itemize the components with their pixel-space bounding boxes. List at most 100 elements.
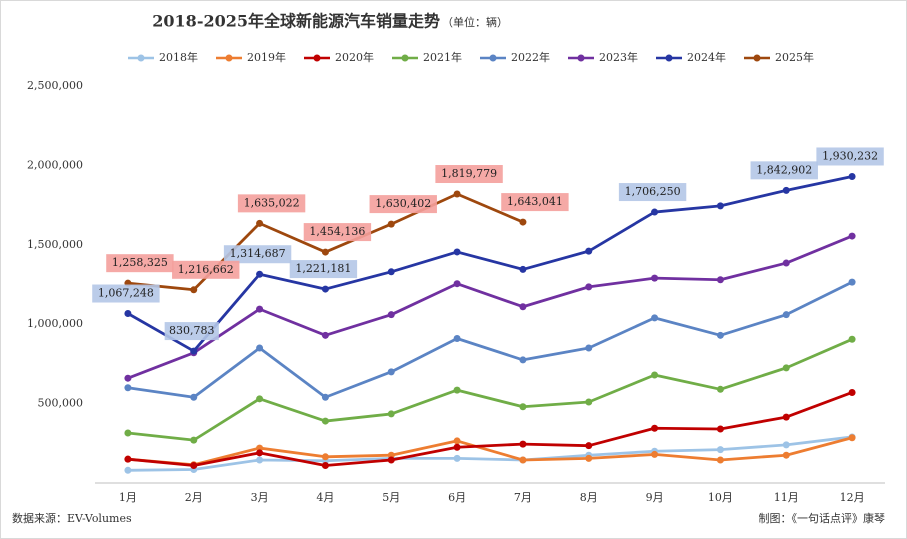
x-tick-label: 9月 bbox=[646, 491, 664, 504]
x-tick-label: 7月 bbox=[514, 491, 532, 504]
point bbox=[256, 456, 264, 464]
point bbox=[651, 424, 659, 432]
data-label-group: 1,842,902 bbox=[750, 161, 818, 180]
y-tick-label: 500,000 bbox=[38, 397, 84, 410]
point bbox=[585, 247, 593, 255]
point bbox=[519, 356, 527, 364]
legend-marker bbox=[489, 54, 497, 62]
data-label-bg bbox=[106, 254, 174, 273]
series-line bbox=[127, 391, 853, 467]
point bbox=[453, 190, 461, 198]
point bbox=[651, 450, 659, 458]
point bbox=[321, 462, 329, 470]
point bbox=[321, 285, 329, 293]
y-tick-label: 2,500,000 bbox=[27, 79, 83, 92]
point bbox=[585, 442, 593, 450]
y-tick-label: 1,500,000 bbox=[27, 238, 83, 251]
data-label: 1,216,662 bbox=[178, 263, 234, 276]
data-label: 1,842,902 bbox=[756, 163, 812, 176]
data-label-group: 1,706,250 bbox=[618, 183, 687, 202]
data-label-group: 1,067,248 bbox=[92, 284, 160, 303]
legend-marker bbox=[225, 54, 233, 62]
data-label-group: 1,930,232 bbox=[816, 147, 884, 166]
point bbox=[519, 303, 527, 311]
point bbox=[453, 280, 461, 288]
series-line bbox=[127, 280, 853, 399]
series-line bbox=[127, 175, 853, 353]
point bbox=[519, 440, 527, 448]
point bbox=[256, 305, 264, 313]
series-line bbox=[127, 435, 853, 472]
point bbox=[716, 446, 724, 454]
data-label-bg bbox=[172, 260, 240, 279]
point bbox=[256, 344, 264, 352]
data-label-bg bbox=[369, 195, 437, 214]
point bbox=[387, 456, 395, 464]
series-line bbox=[127, 436, 853, 467]
point bbox=[782, 413, 790, 421]
legend-label: 2021年 bbox=[423, 50, 462, 64]
point bbox=[716, 425, 724, 433]
x-tick-label: 12月 bbox=[840, 491, 865, 504]
data-label-bg bbox=[816, 147, 884, 166]
point bbox=[453, 454, 461, 462]
data-label-bg bbox=[750, 161, 818, 180]
data-label-group: 1,216,662 bbox=[172, 260, 240, 279]
point bbox=[848, 388, 856, 396]
point bbox=[782, 451, 790, 459]
point bbox=[387, 368, 395, 376]
point bbox=[387, 268, 395, 276]
data-label-group: 1,630,402 bbox=[369, 195, 437, 214]
point bbox=[651, 208, 659, 216]
legend-label: 2025年 bbox=[775, 50, 814, 64]
point bbox=[716, 456, 724, 464]
point bbox=[190, 347, 198, 355]
data-label-group: 1,819,779 bbox=[435, 165, 503, 184]
data-label-bg bbox=[303, 223, 372, 242]
data-label-bg bbox=[164, 322, 219, 341]
point bbox=[651, 371, 659, 379]
data-label-bg bbox=[92, 284, 160, 303]
source: 数据来源：EV-Volumes bbox=[12, 511, 132, 525]
point bbox=[585, 283, 593, 291]
x-tick-label: 6月 bbox=[448, 491, 466, 504]
point bbox=[124, 310, 132, 318]
data-label-bg bbox=[435, 165, 503, 184]
data-label: 1,314,687 bbox=[230, 247, 286, 260]
point bbox=[124, 455, 132, 463]
point bbox=[190, 393, 198, 401]
point bbox=[585, 398, 593, 406]
data-label: 1,706,250 bbox=[625, 185, 681, 198]
point bbox=[782, 364, 790, 372]
series-line bbox=[127, 338, 853, 442]
point bbox=[782, 441, 790, 449]
legend-label: 2024年 bbox=[687, 50, 726, 64]
point bbox=[124, 374, 132, 382]
data-label-group: 1,643,041 bbox=[501, 193, 569, 212]
data-label-group: 1,258,325 bbox=[106, 254, 174, 273]
legend-marker bbox=[577, 54, 585, 62]
point bbox=[848, 434, 856, 442]
data-label-bg bbox=[237, 194, 306, 213]
point bbox=[782, 186, 790, 194]
point bbox=[848, 335, 856, 343]
data-label: 1,630,402 bbox=[375, 197, 431, 210]
point bbox=[387, 410, 395, 418]
data-label: 1,221,181 bbox=[295, 262, 351, 275]
data-label-group: 1,635,022 bbox=[237, 194, 306, 213]
data-label-group: 1,314,687 bbox=[223, 245, 292, 264]
data-label: 1,635,022 bbox=[244, 196, 300, 209]
point bbox=[716, 385, 724, 393]
point bbox=[190, 462, 198, 470]
legend-marker bbox=[665, 54, 673, 62]
data-label-group: 1,454,136 bbox=[303, 223, 372, 242]
point bbox=[848, 232, 856, 240]
point bbox=[519, 456, 527, 464]
data-label-group: 830,783 bbox=[164, 322, 219, 341]
point bbox=[453, 443, 461, 451]
point bbox=[585, 454, 593, 462]
point bbox=[321, 248, 329, 256]
x-tick-label: 5月 bbox=[382, 491, 400, 504]
x-tick-label: 10月 bbox=[708, 491, 733, 504]
